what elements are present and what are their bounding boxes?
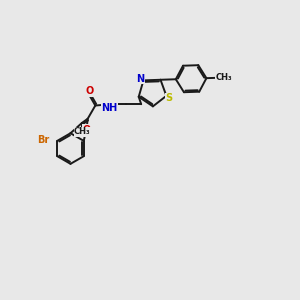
Text: N: N	[136, 74, 144, 84]
Text: CH₃: CH₃	[74, 127, 91, 136]
Text: O: O	[82, 125, 91, 135]
Text: S: S	[165, 93, 172, 103]
Text: O: O	[85, 86, 94, 96]
Text: CH₃: CH₃	[215, 73, 232, 82]
Text: Br: Br	[37, 135, 49, 145]
Text: NH: NH	[101, 103, 118, 113]
